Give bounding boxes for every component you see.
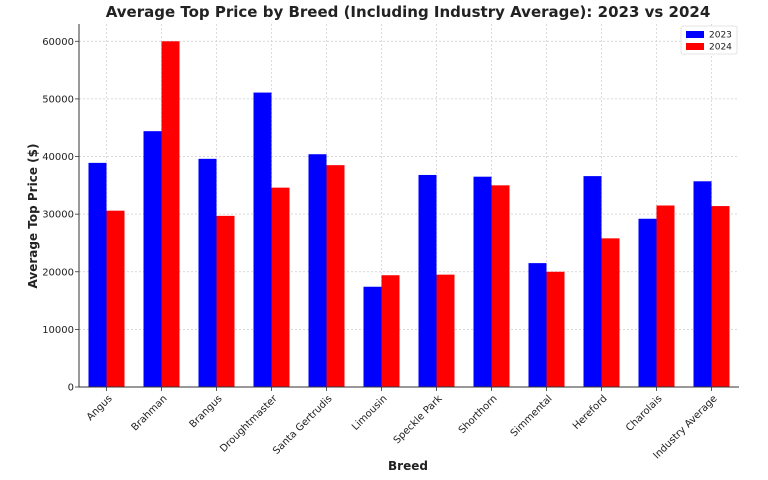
bar-2023-brahman bbox=[143, 131, 162, 387]
x-tick-label: Santa Gertrudis bbox=[271, 393, 334, 456]
x-tick-label: Brangus bbox=[188, 393, 225, 430]
x-tick-label: Limousin bbox=[350, 393, 390, 433]
legend-swatch-2024 bbox=[686, 43, 704, 50]
bar-2023-speckle-park bbox=[418, 174, 437, 387]
y-tick-label: 50000 bbox=[42, 94, 74, 105]
bar-2023-angus bbox=[88, 162, 107, 387]
bar-2024-brangus bbox=[216, 215, 235, 387]
bar-2023-industry-average bbox=[693, 181, 712, 387]
bar-2023-simmental bbox=[528, 263, 547, 387]
x-tick-label: Hereford bbox=[571, 393, 610, 432]
x-tick-label: Charolais bbox=[624, 393, 665, 434]
bar-2024-limousin bbox=[381, 275, 400, 387]
y-tick-label: 60000 bbox=[42, 37, 74, 48]
bar-2023-shorthorn bbox=[473, 176, 492, 387]
bar-2024-angus bbox=[106, 210, 125, 387]
bar-2024-hereford bbox=[601, 238, 620, 387]
bar-2023-droughtmaster bbox=[253, 92, 272, 388]
bar-2023-brangus bbox=[198, 158, 217, 387]
bar-2024-brahman bbox=[161, 41, 180, 388]
bar-2023-charolais bbox=[638, 218, 657, 387]
y-tick-label: 0 bbox=[68, 383, 74, 394]
bar-2024-shorthorn bbox=[491, 185, 510, 387]
x-tick-label: Angus bbox=[85, 393, 115, 423]
x-tick-label: Brahman bbox=[130, 393, 170, 433]
bar-2023-hereford bbox=[583, 176, 602, 387]
bar-2023-santa-gertrudis bbox=[308, 154, 327, 387]
bar-2023-limousin bbox=[363, 286, 382, 387]
legend-label-2023: 2023 bbox=[709, 31, 732, 41]
legend-swatch-2023 bbox=[686, 31, 704, 38]
bar-2024-industry-average bbox=[711, 206, 730, 387]
y-tick-label: 20000 bbox=[42, 267, 74, 278]
bars-group bbox=[88, 41, 730, 388]
bar-2024-santa-gertrudis bbox=[326, 165, 345, 387]
bar-2024-droughtmaster bbox=[271, 187, 290, 387]
y-tick-labels: 0 10000 20000 30000 40000 50000 60000 bbox=[42, 37, 74, 394]
bar-2024-speckle-park bbox=[436, 274, 455, 387]
axes bbox=[75, 24, 739, 388]
legend-label-2024: 2024 bbox=[709, 43, 732, 53]
bar-2024-simmental bbox=[546, 271, 565, 387]
bar-2024-charolais bbox=[656, 205, 675, 387]
y-axis-label: Average Top Price ($) bbox=[26, 144, 40, 289]
x-axis-label: Breed bbox=[388, 459, 428, 473]
y-tick-label: 40000 bbox=[42, 152, 74, 163]
x-tick-label: Speckle Park bbox=[392, 393, 445, 446]
y-tick-label: 30000 bbox=[42, 210, 74, 221]
y-tick-label: 10000 bbox=[42, 325, 74, 336]
legend: 2023 2024 bbox=[680, 25, 738, 55]
x-tick-label: Simmental bbox=[509, 393, 555, 439]
x-tick-label: Shorthorn bbox=[457, 393, 500, 436]
chart-title: Average Top Price by Breed (Including In… bbox=[106, 3, 711, 21]
x-tick-label: Droughtmaster bbox=[218, 393, 280, 455]
